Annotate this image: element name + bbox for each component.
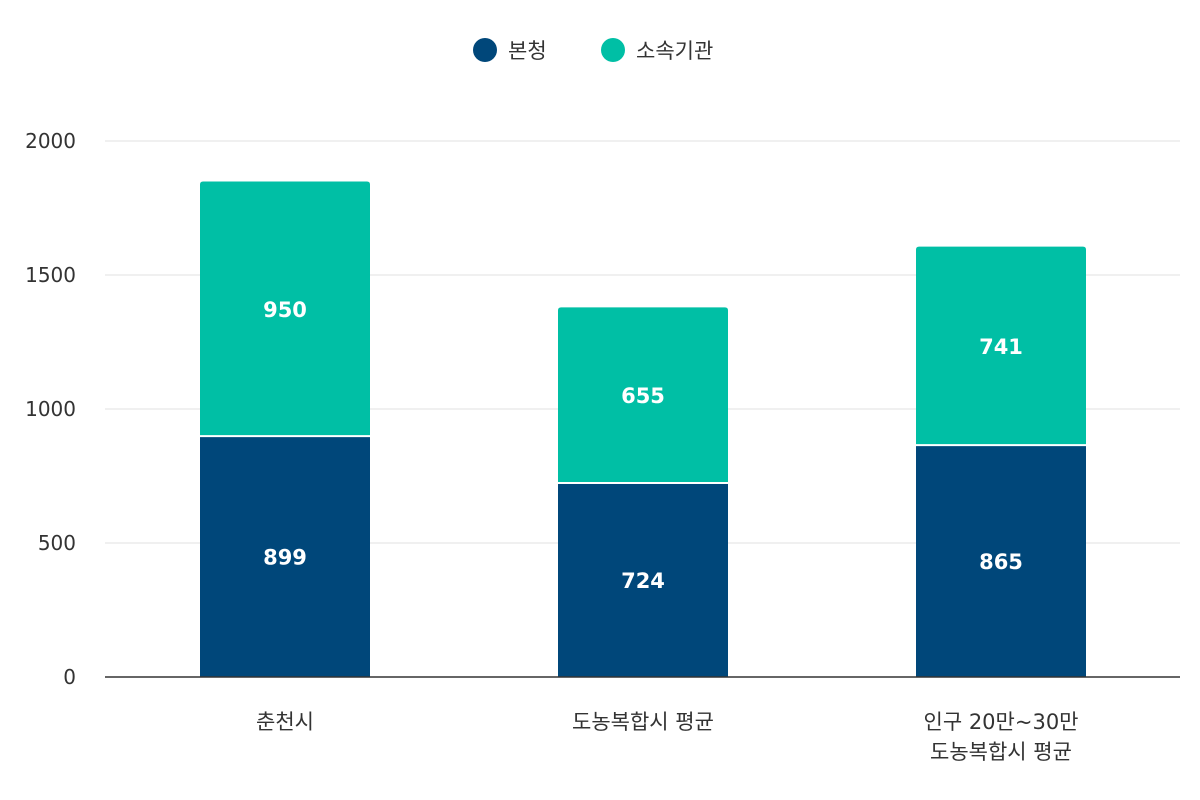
- legend-swatch-1: [601, 38, 625, 62]
- legend-label-1: 소속기관: [636, 39, 713, 63]
- data-label-0-0: 899: [263, 546, 307, 570]
- y-tick-label-0: 0: [63, 665, 76, 689]
- bars: 899 950 724 655 865 741: [200, 181, 1086, 677]
- x-tick-label-2: 인구 20만~30만 도농복합시 평균: [924, 710, 1079, 764]
- data-label-1-1: 655: [621, 384, 665, 408]
- x-tick-label-0: 춘천시: [256, 710, 314, 734]
- legend: 본청 소속기관: [473, 38, 713, 63]
- bar-0-2[interactable]: [916, 445, 1086, 677]
- y-tick-label-1: 500: [38, 531, 76, 555]
- bar-1-1[interactable]: [558, 307, 728, 483]
- legend-label-0: 본청: [508, 39, 547, 63]
- bar-0-0[interactable]: [200, 436, 370, 677]
- data-label-0-2: 865: [979, 550, 1023, 574]
- y-axis: 0 500 1000 1500 2000: [25, 129, 76, 689]
- legend-swatch-0: [473, 38, 497, 62]
- bar-0-1[interactable]: [558, 482, 728, 677]
- x-axis: 춘천시 도농복합시 평균 인구 20만~30만 도농복합시 평균: [105, 676, 1180, 764]
- x-tick-label-1: 도농복합시 평균: [572, 710, 714, 734]
- data-label-1-0: 950: [263, 298, 307, 322]
- data-label-0-1: 724: [621, 569, 665, 593]
- y-tick-label-3: 1500: [25, 263, 76, 287]
- bar-1-0[interactable]: [200, 181, 370, 437]
- data-label-1-2: 741: [979, 335, 1023, 359]
- y-tick-label-2: 1000: [25, 397, 76, 421]
- bar-1-2[interactable]: [916, 246, 1086, 446]
- y-tick-label-4: 2000: [25, 129, 76, 153]
